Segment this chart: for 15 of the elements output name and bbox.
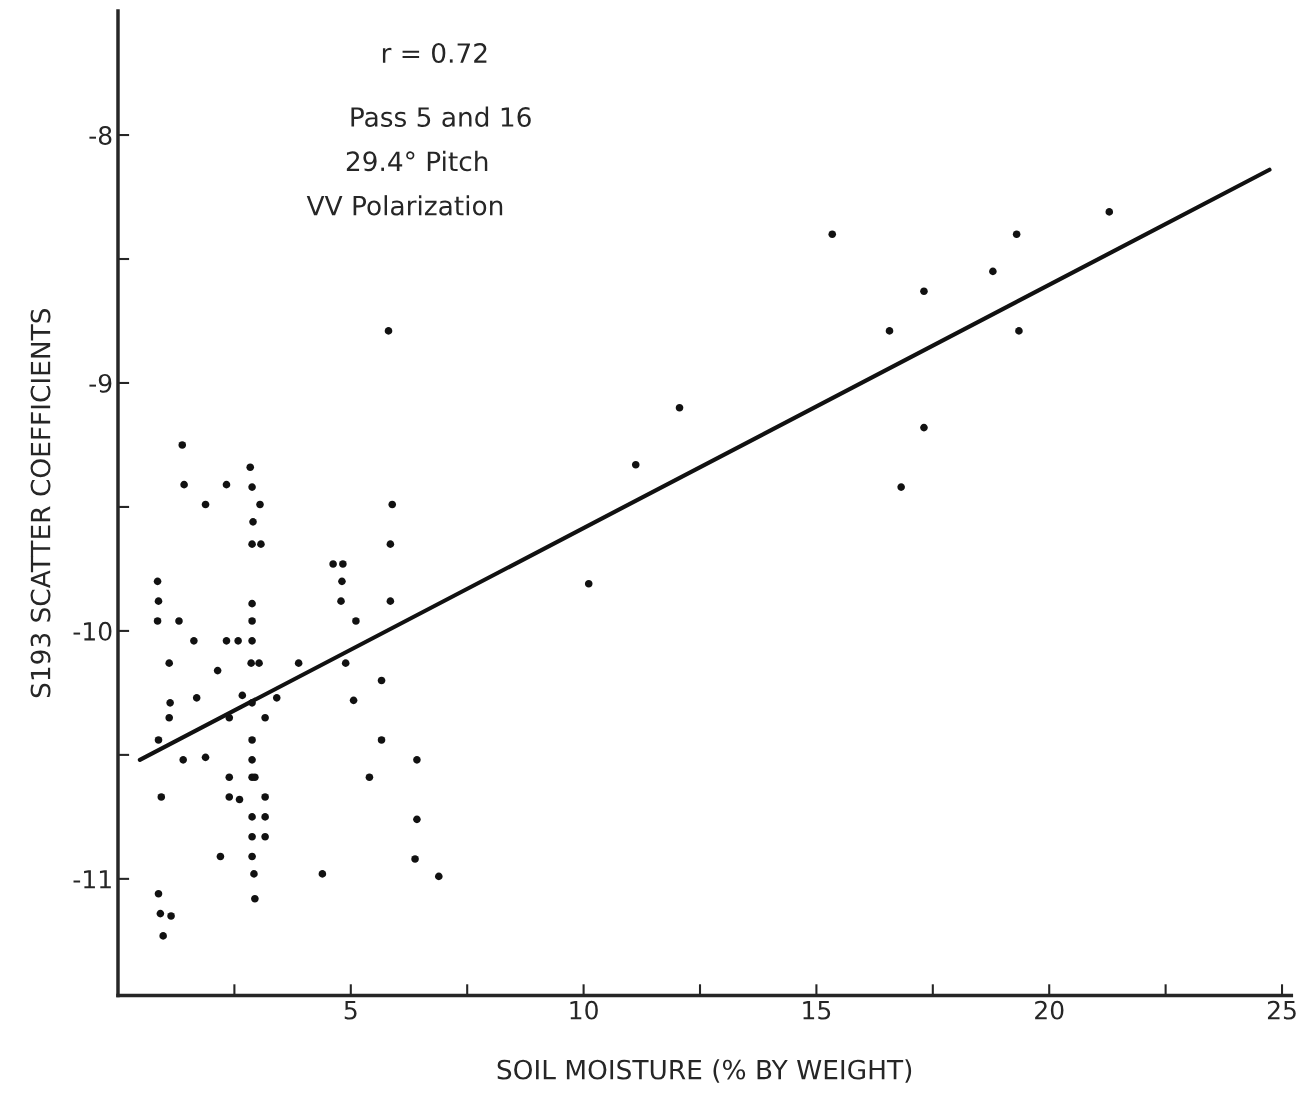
- y-axis-title: S193 SCATTER COEFFICIENTS: [30, 309, 51, 698]
- x-axis-title: SOIL MOISTURE (% BY WEIGHT): [497, 1059, 912, 1083]
- y-tick-label: -10: [73, 621, 112, 641]
- y-tick-label: -11: [73, 870, 111, 889]
- x-tick-label: 15: [803, 1001, 831, 1020]
- y-tick-label: -8: [89, 125, 112, 145]
- x-tick-label: 20: [1035, 1000, 1064, 1020]
- x-tick-label: 10: [570, 1000, 598, 1020]
- x-tick-label: 5: [344, 1001, 357, 1020]
- annotation: Pass 5 and 16: [351, 106, 531, 127]
- annotation: r = 0.72: [382, 43, 487, 64]
- annotation: 29.4° Pitch: [346, 150, 488, 172]
- y-tick-label: -9: [89, 373, 112, 393]
- x-tick-label: 25: [1267, 1000, 1296, 1020]
- annotation: VV Polarization: [306, 195, 503, 216]
